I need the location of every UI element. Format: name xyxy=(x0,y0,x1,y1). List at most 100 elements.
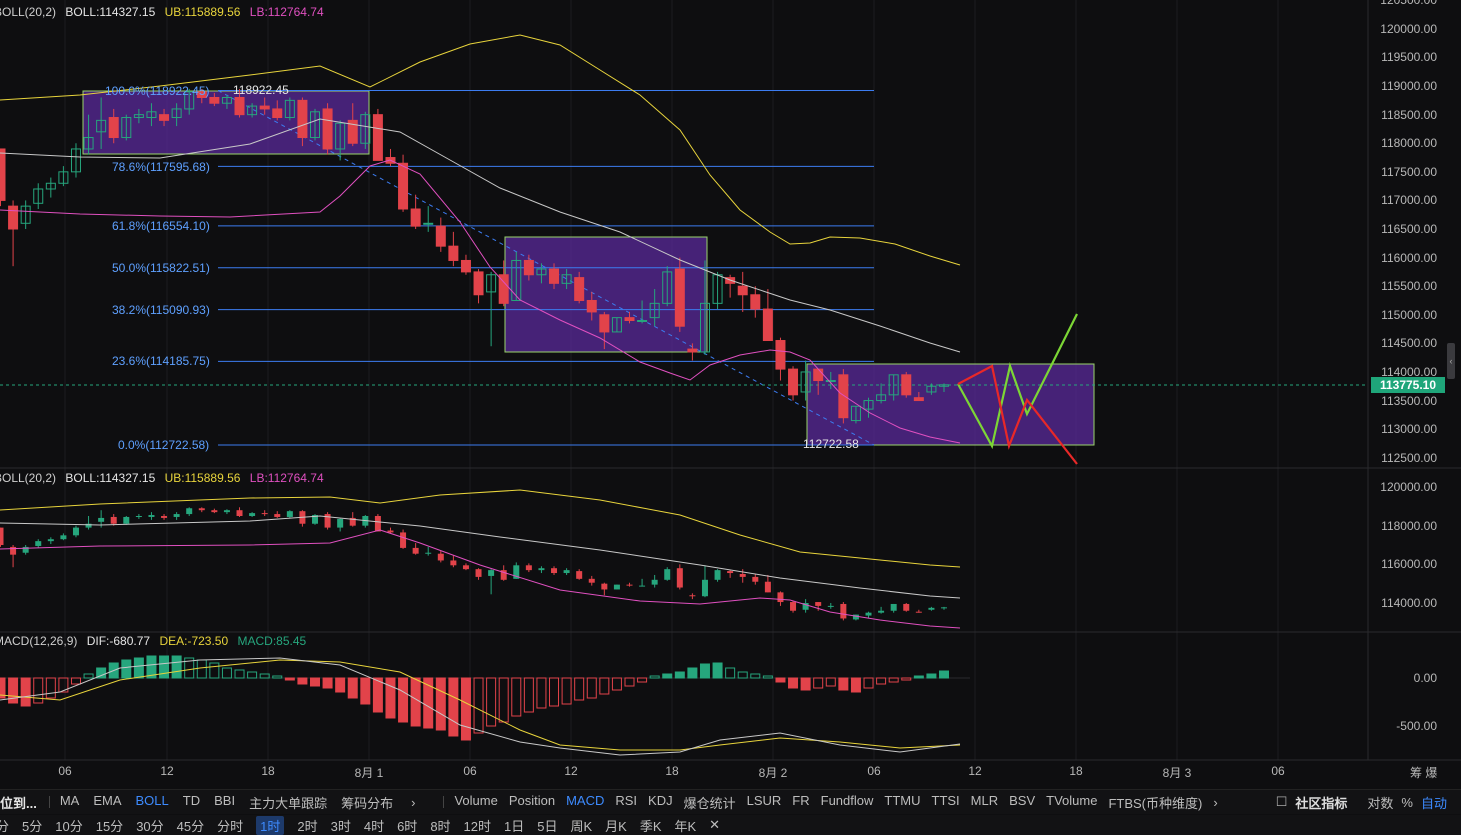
timeframe-5日[interactable]: 5日 xyxy=(537,818,558,834)
main-axis-tick: 113500.00 xyxy=(1381,393,1437,408)
sub-indicator-ttsi[interactable]: TTSI xyxy=(931,792,960,808)
sub-candle-body xyxy=(387,530,394,533)
timeframe-2时[interactable]: 2时 xyxy=(297,818,318,834)
sub-boll-legend: BOLL(20,2) BOLL:114327.15 UB:115889.56 L… xyxy=(0,471,330,485)
sub-indicator-macd[interactable]: MACD xyxy=(566,792,605,808)
main-axis-tick: 115500.00 xyxy=(1381,279,1437,294)
sub-candle-body xyxy=(890,603,897,611)
main-axis-tick: 112500.00 xyxy=(1381,450,1437,465)
main-axis-tick: 119500.00 xyxy=(1381,50,1437,65)
timeframe-分时[interactable]: 分时 xyxy=(217,818,244,834)
candle-up xyxy=(876,394,887,402)
community-indicators-button[interactable]: 社区指标 xyxy=(1295,795,1348,811)
macd-histogram-bar xyxy=(247,671,258,679)
macd-histogram-bar xyxy=(825,677,836,687)
sub-candle-body xyxy=(60,535,67,540)
overlay-indicator--[interactable]: 主力大单跟踪 xyxy=(249,795,328,811)
timeframe-12时[interactable]: 12时 xyxy=(463,818,492,834)
sub-indicator-rsi[interactable]: RSI xyxy=(615,792,638,808)
macd-histogram-bar xyxy=(574,677,585,701)
percent-scale-toggle[interactable]: % xyxy=(1401,794,1413,810)
timeframe-45分[interactable]: 45分 xyxy=(176,818,205,834)
timeframe-15分[interactable]: 15分 xyxy=(95,818,124,834)
candle-down xyxy=(272,108,283,119)
sub-indicator-kdj[interactable]: KDJ xyxy=(648,792,673,808)
macd-histogram-bar xyxy=(398,677,409,723)
timeframe-10分[interactable]: 10分 xyxy=(55,818,83,834)
timeframe-3时[interactable]: 3时 xyxy=(330,818,351,834)
overlay-indicator-bbi[interactable]: BBI xyxy=(214,792,236,808)
timeframe-月K[interactable]: 月K xyxy=(605,818,627,834)
close-icon[interactable]: ✕ xyxy=(709,817,721,832)
time-axis-tick: 8月 1 xyxy=(354,766,384,780)
sub-indicator-fundflow[interactable]: Fundflow xyxy=(820,792,874,808)
overlay-indicator-ema[interactable]: EMA xyxy=(93,792,122,808)
timeframe-1日[interactable]: 1日 xyxy=(504,818,525,834)
sub-candle-body xyxy=(827,605,834,607)
timeframe-季K[interactable]: 季K xyxy=(639,818,662,834)
sub-indicator-tvolume[interactable]: TVolume xyxy=(1046,792,1098,808)
macd-histogram-bar xyxy=(33,677,44,704)
sub-boll-mid-line xyxy=(0,515,961,599)
log-scale-toggle[interactable]: 对数 xyxy=(1367,795,1394,811)
timeframe-年K[interactable]: 年K xyxy=(674,818,697,834)
candle-down xyxy=(599,314,610,333)
sub-indicator-fr[interactable]: FR xyxy=(792,792,810,808)
timeframe-周K[interactable]: 周K xyxy=(570,818,593,834)
candle-up xyxy=(637,319,648,322)
timeframe-1时[interactable]: 1时 xyxy=(256,815,285,835)
sub-indicator-bsv[interactable]: BSV xyxy=(1009,792,1036,808)
timeframe-分[interactable]: 分 xyxy=(0,818,10,834)
boll-mid-line xyxy=(0,118,961,353)
boll-lower-line xyxy=(0,159,961,444)
timeframe-8时[interactable]: 8时 xyxy=(430,818,451,834)
main-more-chevron-icon[interactable]: › xyxy=(411,794,416,810)
overlay-dropdown[interactable]: 位到... xyxy=(0,795,37,811)
time-axis-tick: 06 xyxy=(58,764,72,778)
time-axis-tick: 8月 2 xyxy=(758,766,788,780)
sub-candle-body xyxy=(412,547,419,554)
candle-down xyxy=(0,148,6,201)
sub-axis-tick: 118000.00 xyxy=(1381,518,1437,533)
sub-indicator-mlr[interactable]: MLR xyxy=(970,792,999,808)
sub-indicator--[interactable]: 爆仓统计 xyxy=(683,795,736,811)
sub-candle-body xyxy=(815,602,822,606)
candle-down xyxy=(586,299,597,313)
time-axis-tick: 12 xyxy=(564,764,578,778)
candle-down xyxy=(624,317,635,321)
community-icon[interactable]: ☐ xyxy=(1275,794,1288,809)
candle-down xyxy=(913,397,924,402)
timeframe-30分[interactable]: 30分 xyxy=(136,818,164,834)
timeframe-4时[interactable]: 4时 xyxy=(363,818,385,834)
auto-scale-toggle[interactable]: 自动 xyxy=(1420,795,1447,811)
sub-indicator-ftbs-[interactable]: FTBS(币种维度) xyxy=(1108,795,1203,811)
main-axis-tick: 118000.00 xyxy=(1381,136,1437,151)
sub-candle-body xyxy=(664,569,671,580)
overlay-indicator-td[interactable]: TD xyxy=(182,792,201,808)
sub-indicator-lsur[interactable]: LSUR xyxy=(746,792,782,808)
collapse-handle-icon[interactable]: ‹ xyxy=(1447,343,1455,379)
overlay-indicator--[interactable]: 筹码分布 xyxy=(341,795,394,811)
sub-indicator-ttmu[interactable]: TTMU xyxy=(884,792,921,808)
overlay-indicator-ma[interactable]: MA xyxy=(59,792,80,808)
timeframe-5分[interactable]: 5分 xyxy=(22,818,43,834)
sub-more-chevron-icon[interactable]: › xyxy=(1213,794,1218,810)
macd-histogram-bar xyxy=(347,677,358,699)
sub-candle-body xyxy=(236,510,243,516)
sub-indicator-volume[interactable]: Volume xyxy=(454,792,498,808)
macd-histogram-bar xyxy=(699,663,710,679)
axis-corner-buttons[interactable]: 筹 爆 xyxy=(1410,766,1438,780)
candle-up xyxy=(284,99,295,119)
sub-candle-body xyxy=(601,583,608,590)
macd-histogram-bar xyxy=(511,677,522,717)
overlay-indicator-boll[interactable]: BOLL xyxy=(135,792,169,808)
main-axis-tick: 116000.00 xyxy=(1381,250,1437,265)
macd-histogram-bar xyxy=(624,677,635,687)
candle-down xyxy=(410,208,421,227)
sub-indicator-position[interactable]: Position xyxy=(508,792,556,808)
timeframe-6时[interactable]: 6时 xyxy=(397,818,418,834)
sub-axis-tick: 116000.00 xyxy=(1381,557,1437,572)
macd-dea: DEA:-723.50 xyxy=(159,634,229,648)
macd-histogram-bar xyxy=(737,671,748,679)
